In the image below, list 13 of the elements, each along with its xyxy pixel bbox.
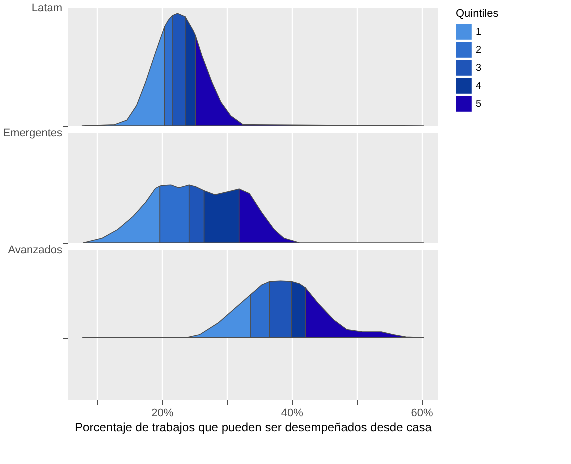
legend-label: 1: [476, 27, 482, 38]
legend-label: 2: [476, 45, 482, 56]
x-tick-label: 20%: [152, 408, 174, 420]
y-axis-title: Latam: [32, 2, 62, 14]
legend-title: Quintiles: [456, 8, 500, 20]
y-axis-title: Emergentes: [3, 128, 63, 140]
legend-label: 4: [476, 81, 482, 92]
x-tick-label: 60%: [411, 408, 434, 420]
legend-label: 5: [476, 99, 482, 110]
x-tick-label: 40%: [281, 408, 304, 420]
y-axis-title: Avanzados: [8, 244, 63, 256]
legend-label: 3: [476, 63, 482, 74]
x-axis-title: Porcentaje de trabajos que pueden ser desempeñados desde casa: [75, 420, 432, 434]
